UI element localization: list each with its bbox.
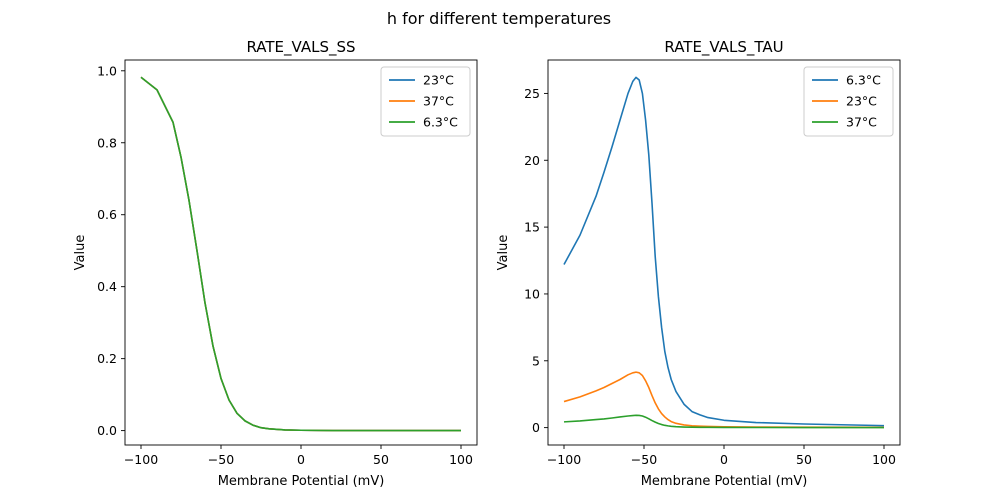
y-tick-label: 5 [532, 353, 540, 368]
legend-entry: 23°C [846, 94, 877, 109]
y-tick-label: 15 [524, 220, 540, 235]
series-lines [140, 76, 461, 432]
y-tick-label: 10 [524, 286, 540, 301]
x-tick-label: 50 [373, 452, 389, 467]
x-tick-label: 0 [720, 452, 728, 467]
series-line-2 [140, 76, 461, 432]
x-tick-label: −50 [631, 452, 657, 467]
y-tick-label: 25 [524, 86, 540, 101]
series-line-2 [563, 414, 885, 429]
panel-rate-vals-ss: RATE_VALS_SS −100 −50 0 50 100 0.0 0.2 0.4 0.6 0.8… [73, 38, 478, 489]
series-line-0 [563, 76, 885, 427]
legend: 23°C 37°C 6.3°C [380, 66, 471, 137]
x-axis-label: Membrane Potential (mV) [641, 474, 808, 489]
x-tick-label: −100 [547, 452, 581, 467]
legend-box [380, 66, 471, 137]
panel-title: RATE_VALS_SS [246, 38, 355, 57]
y-tick-label: 0.6 [97, 207, 117, 222]
legend-box [803, 66, 894, 137]
legend: 6.3°C 23°C 37°C [803, 66, 894, 137]
x-tick-label: −50 [208, 452, 234, 467]
x-tick-label: 100 [449, 452, 473, 467]
figure-suptitle: h for different temperatures [387, 9, 611, 28]
y-tick-label: 0.0 [97, 423, 117, 438]
legend-entry: 37°C [846, 115, 877, 130]
legend-entry: 37°C [423, 94, 454, 109]
panel-rate-vals-tau: RATE_VALS_TAU −100 −50 0 50 100 0 5 10 15 20 25 Memb… [496, 38, 901, 489]
panel-title: RATE_VALS_TAU [664, 38, 783, 57]
x-axis-label: Membrane Potential (mV) [218, 474, 385, 489]
x-tick-label: 0 [297, 452, 305, 467]
y-tick-label: 0.4 [97, 279, 117, 294]
y-tick-label: 0.2 [97, 351, 117, 366]
y-tick-label: 0 [532, 420, 540, 435]
y-tick-label: 0.8 [97, 135, 117, 150]
series-lines [563, 76, 885, 429]
series-line-1 [563, 371, 885, 429]
y-axis-label: Value [496, 235, 511, 271]
x-tick-label: −100 [124, 452, 158, 467]
x-tick-label: 100 [872, 452, 896, 467]
y-axis-label: Value [73, 235, 88, 271]
y-tick-label: 20 [524, 153, 540, 168]
x-tick-label: 50 [796, 452, 812, 467]
legend-entry: 23°C [423, 73, 454, 88]
y-tick-label: 1.0 [97, 63, 117, 78]
legend-entry: 6.3°C [423, 115, 458, 130]
legend-entry: 6.3°C [846, 73, 881, 88]
